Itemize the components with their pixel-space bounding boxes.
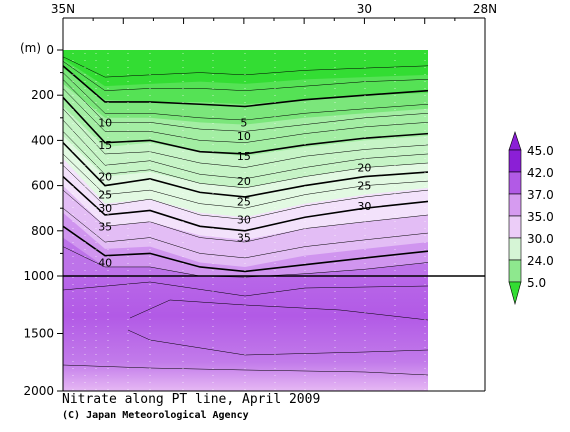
- chart-title: Nitrate along PT line, April 2009: [62, 392, 321, 407]
- legend-swatch: [508, 171, 522, 195]
- contour-label: 20: [98, 171, 112, 184]
- contour-line: [63, 131, 428, 189]
- credit-text: (C) Japan Meteorological Agency: [62, 410, 249, 421]
- x-axis-ticks: 35N 30 28N: [51, 2, 497, 24]
- legend-swatch: [508, 193, 522, 217]
- contour-line: [63, 61, 428, 91]
- contour-line: [63, 72, 428, 121]
- legend-label: 5.0: [527, 276, 546, 290]
- y-tick-label: 1000: [23, 269, 54, 283]
- contour-line: [63, 225, 428, 273]
- contour-line: [63, 88, 428, 143]
- contour-label: 30: [357, 200, 371, 213]
- contour-label: 35: [237, 232, 251, 245]
- legend-label: 37.0: [527, 188, 554, 202]
- contour-line: [63, 79, 428, 132]
- contour-line: [63, 119, 428, 180]
- y-tick-label: 800: [31, 224, 54, 238]
- legend-swatch: [508, 237, 522, 261]
- y-axis-unit-label: (m): [20, 41, 41, 55]
- contour-label: 15: [98, 139, 112, 152]
- legend-label: 24.0: [527, 254, 554, 268]
- y-tick-label: 600: [31, 179, 54, 193]
- y-tick-label: 400: [31, 133, 54, 147]
- contour-band: [63, 212, 428, 276]
- y-tick-label: 2000: [23, 384, 54, 398]
- contour-line-deep: [63, 281, 428, 297]
- contour-line: [63, 108, 428, 168]
- contour-lines: [63, 56, 428, 278]
- legend: 45.0 42.0 37.0 35.0 30.0 24.0 5.0: [508, 131, 554, 306]
- x-tick-label: 28N: [473, 2, 497, 16]
- contour-label: 10: [237, 130, 251, 143]
- contour-line: [63, 96, 428, 155]
- contour-line: [63, 189, 428, 243]
- contour-label: 40: [98, 256, 112, 269]
- contour-line: [63, 56, 428, 78]
- legend-swatch: [508, 149, 522, 173]
- contour-label: 25: [237, 195, 251, 208]
- contour-label: 25: [357, 180, 371, 193]
- legend-label: 30.0: [527, 232, 554, 246]
- deep-region-fill: [63, 276, 428, 391]
- x-tick-label: 30: [357, 2, 372, 16]
- contour-line: [63, 153, 428, 209]
- y-tick-label: 1500: [23, 327, 54, 341]
- y-tick-label: 0: [46, 43, 54, 57]
- legend-label: 35.0: [527, 210, 554, 224]
- y-tick-label: 200: [31, 88, 54, 102]
- contour-label: 25: [98, 189, 112, 202]
- contour-label: 30: [98, 202, 112, 215]
- legend-top-arrow: [508, 131, 522, 151]
- legend-bottom-arrow: [508, 281, 522, 306]
- contour-bands: [63, 50, 428, 277]
- legend-label: 42.0: [527, 166, 554, 180]
- axes-frame: [62, 17, 486, 392]
- contour-label: 20: [357, 162, 371, 175]
- contour-label: 5: [240, 116, 247, 129]
- contour-label: 20: [237, 175, 251, 188]
- contour-label: 10: [98, 116, 112, 129]
- contour-line: [63, 142, 428, 198]
- contour-fill-group: [63, 18, 428, 391]
- legend-swatch: [508, 215, 522, 239]
- y-axis-ticks: 0 200 400 600 800 1000 1500 2000: [23, 43, 63, 398]
- contour-line: [63, 175, 428, 232]
- x-tick-label: 35N: [51, 2, 75, 16]
- contour-band: [63, 237, 428, 276]
- contour-label: 15: [237, 150, 251, 163]
- contour-line: [63, 165, 428, 220]
- contour-line: [63, 65, 428, 108]
- contour-label: 30: [237, 214, 251, 227]
- contour-line-deep: [63, 364, 428, 376]
- legend-swatch: [508, 259, 522, 283]
- contour-label: 35: [98, 220, 112, 233]
- contour-line: [63, 208, 428, 259]
- legend-label: 45.0: [527, 144, 554, 158]
